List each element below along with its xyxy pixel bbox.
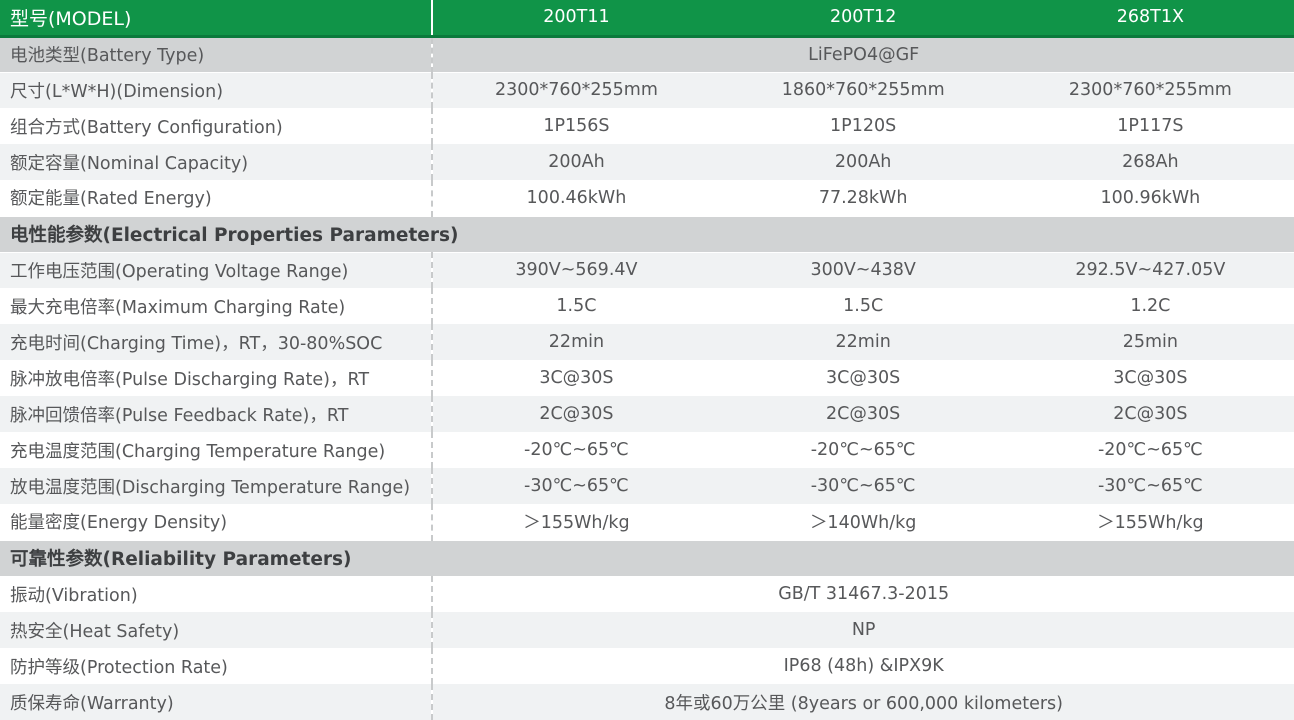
table-row-charging-time: 充电时间(Charging Time)，RT，30-80%SOC 22min 2…	[0, 324, 1294, 360]
row-label: 放电温度范围(Discharging Temperature Range)	[0, 468, 433, 504]
row-value: 2C@30S	[1006, 396, 1294, 432]
table-row-operating-voltage-range: 工作电压范围(Operating Voltage Range) 390V~569…	[0, 252, 1294, 288]
row-value-merged: GB/T 31467.3-2015	[431, 576, 1294, 612]
model-column-header-1: 200T11	[431, 0, 720, 38]
row-value: -30℃~65℃	[719, 468, 1007, 504]
table-row-pulse-discharging-rate: 脉冲放电倍率(Pulse Discharging Rate)，RT 3C@30S…	[0, 360, 1294, 396]
row-label: 防护等级(Protection Rate)	[0, 648, 433, 684]
row-value: -20℃~65℃	[719, 432, 1007, 468]
row-value-merged: 8年或60万公里 (8years or 600,000 kilometers)	[431, 684, 1294, 720]
row-label: 工作电压范围(Operating Voltage Range)	[0, 252, 433, 288]
row-value: ＞155Wh/kg	[1006, 504, 1294, 540]
row-value-merged: IP68 (48h) &IPX9K	[431, 648, 1294, 684]
table-row-warranty: 质保寿命(Warranty) 8年或60万公里 (8years or 600,0…	[0, 684, 1294, 720]
section-row-reliability-parameters: 可靠性参数(Reliability Parameters)	[0, 539, 1294, 577]
row-value: 1.5C	[431, 288, 720, 324]
row-value: 1P120S	[719, 108, 1007, 144]
row-value: -20℃~65℃	[431, 432, 720, 468]
table-row-charging-temperature-range: 充电温度范围(Charging Temperature Range) -20℃~…	[0, 432, 1294, 468]
section-header: 电性能参数(Electrical Properties Parameters)	[0, 215, 1294, 253]
row-label: 能量密度(Energy Density)	[0, 504, 433, 540]
row-label: 组合方式(Battery Configuration)	[0, 108, 433, 144]
row-label: 充电时间(Charging Time)，RT，30-80%SOC	[0, 324, 433, 360]
table-row-battery-configuration: 组合方式(Battery Configuration) 1P156S 1P120…	[0, 108, 1294, 144]
row-value: 1.5C	[719, 288, 1007, 324]
model-column-header-3: 268T1X	[1006, 0, 1294, 38]
row-value: 25min	[1006, 324, 1294, 360]
row-label: 脉冲回馈倍率(Pulse Feedback Rate)，RT	[0, 396, 433, 432]
row-value: ＞140Wh/kg	[719, 504, 1007, 540]
row-label: 最大充电倍率(Maximum Charging Rate)	[0, 288, 433, 324]
row-value: 3C@30S	[719, 360, 1007, 396]
model-header-row: 型号(MODEL) 200T11 200T12 268T1X	[0, 0, 1294, 38]
row-label: 振动(Vibration)	[0, 576, 433, 612]
table-row-maximum-charging-rate: 最大充电倍率(Maximum Charging Rate) 1.5C 1.5C …	[0, 288, 1294, 324]
table-row-energy-density: 能量密度(Energy Density) ＞155Wh/kg ＞140Wh/kg…	[0, 504, 1294, 540]
section-row-electrical-properties: 电性能参数(Electrical Properties Parameters)	[0, 215, 1294, 253]
model-header-label: 型号(MODEL)	[0, 0, 433, 38]
row-value: 390V~569.4V	[431, 252, 720, 288]
table-row-nominal-capacity: 额定容量(Nominal Capacity) 200Ah 200Ah 268Ah	[0, 144, 1294, 180]
table-row-discharging-temperature-range: 放电温度范围(Discharging Temperature Range) -3…	[0, 468, 1294, 504]
row-value: -20℃~65℃	[1006, 432, 1294, 468]
row-value-merged: LiFePO4@GF	[431, 35, 1294, 73]
row-value: 200Ah	[719, 144, 1007, 180]
row-label: 尺寸(L*W*H)(Dimension)	[0, 72, 433, 108]
row-value: -30℃~65℃	[1006, 468, 1294, 504]
model-column-header-2: 200T12	[719, 0, 1007, 38]
table-row-rated-energy: 额定能量(Rated Energy) 100.46kWh 77.28kWh 10…	[0, 180, 1294, 216]
row-value: 292.5V~427.05V	[1006, 252, 1294, 288]
row-value: 1.2C	[1006, 288, 1294, 324]
row-label: 额定容量(Nominal Capacity)	[0, 144, 433, 180]
row-value: 1860*760*255mm	[719, 72, 1007, 108]
row-value: 2C@30S	[719, 396, 1007, 432]
row-value: 1P156S	[431, 108, 720, 144]
row-value: 1P117S	[1006, 108, 1294, 144]
table-row-heat-safety: 热安全(Heat Safety) NP	[0, 612, 1294, 648]
row-label: 质保寿命(Warranty)	[0, 684, 433, 720]
row-label: 脉冲放电倍率(Pulse Discharging Rate)，RT	[0, 360, 433, 396]
row-value: 3C@30S	[1006, 360, 1294, 396]
row-value: -30℃~65℃	[431, 468, 720, 504]
table-row-pulse-feedback-rate: 脉冲回馈倍率(Pulse Feedback Rate)，RT 2C@30S 2C…	[0, 396, 1294, 432]
row-value: 300V~438V	[719, 252, 1007, 288]
row-value-merged: NP	[431, 612, 1294, 648]
row-value: 2C@30S	[431, 396, 720, 432]
row-value: 22min	[431, 324, 720, 360]
row-value: 2300*760*255mm	[431, 72, 720, 108]
row-label: 充电温度范围(Charging Temperature Range)	[0, 432, 433, 468]
row-value: 100.46kWh	[431, 180, 720, 216]
row-value: 22min	[719, 324, 1007, 360]
table-row-dimension: 尺寸(L*W*H)(Dimension) 2300*760*255mm 1860…	[0, 72, 1294, 108]
row-value: 2300*760*255mm	[1006, 72, 1294, 108]
row-value: 77.28kWh	[719, 180, 1007, 216]
row-label: 额定能量(Rated Energy)	[0, 180, 433, 216]
table-row-battery-type: 电池类型(Battery Type) LiFePO4@GF	[0, 35, 1294, 73]
table-row-vibration: 振动(Vibration) GB/T 31467.3-2015	[0, 576, 1294, 612]
row-value: 3C@30S	[431, 360, 720, 396]
row-label: 电池类型(Battery Type)	[0, 35, 433, 73]
row-value: 200Ah	[431, 144, 720, 180]
row-value: 100.96kWh	[1006, 180, 1294, 216]
section-header: 可靠性参数(Reliability Parameters)	[0, 539, 1294, 577]
table-row-protection-rate: 防护等级(Protection Rate) IP68 (48h) &IPX9K	[0, 648, 1294, 684]
row-label: 热安全(Heat Safety)	[0, 612, 433, 648]
row-value: ＞155Wh/kg	[431, 504, 720, 540]
row-value: 268Ah	[1006, 144, 1294, 180]
